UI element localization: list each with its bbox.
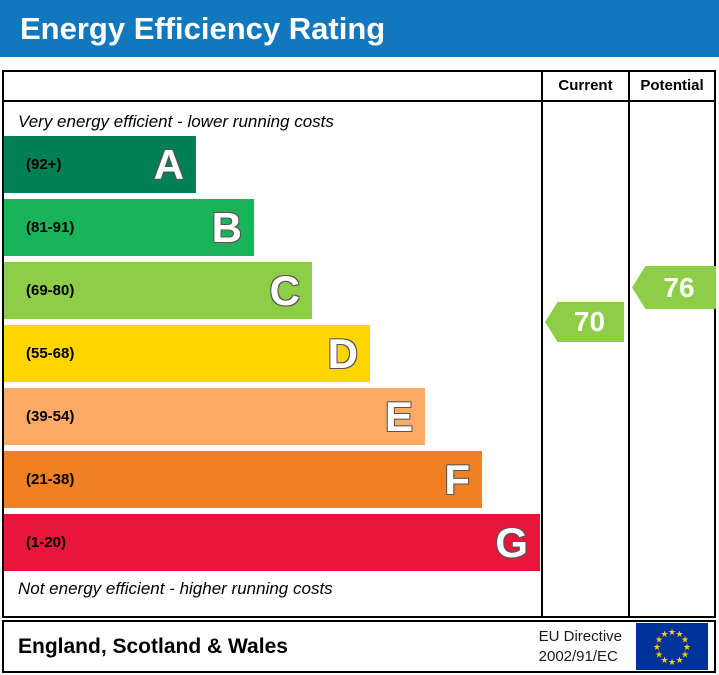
footer-directive-block: EU Directive 2002/91/EC ★ ★ ★ ★ ★ ★ ★ ★ … xyxy=(539,623,714,670)
svg-text:★: ★ xyxy=(675,630,683,640)
svg-text:★: ★ xyxy=(681,651,689,661)
chart-header-row xyxy=(4,72,714,102)
top-note: Very energy efficient - lower running co… xyxy=(18,112,334,131)
band-row-e: (39-54) E xyxy=(4,388,541,451)
potential-rating-value: 76 xyxy=(663,271,695,303)
band-bar-a: (92+) A xyxy=(4,136,196,193)
band-letter-f: F xyxy=(444,455,470,503)
band-bar-d: (55-68) D xyxy=(4,325,370,382)
svg-text:★: ★ xyxy=(683,643,691,653)
band-row-g: (1-20) G xyxy=(4,514,541,577)
svg-text:★: ★ xyxy=(653,643,661,653)
band-letter-d: D xyxy=(327,329,358,377)
potential-column-header: Potential xyxy=(640,77,704,94)
potential-rating-indicator: 76 xyxy=(632,266,716,309)
band-letter-g: G xyxy=(495,518,528,566)
eu-directive-line2: 2002/91/EC xyxy=(538,647,618,665)
current-column-header: Current xyxy=(558,77,613,94)
band-bar-g: (1-20) G xyxy=(4,514,540,571)
band-bar-e: (39-54) E xyxy=(4,388,425,445)
band-range-g: (1-20) xyxy=(26,534,67,551)
energy-rating-chart: Current Potential Very energy efficient … xyxy=(2,70,716,618)
band-row-b: (81-91) B xyxy=(4,199,541,262)
band-row-a: (92+) A xyxy=(4,136,541,199)
svg-text:★: ★ xyxy=(655,651,663,661)
current-rating-indicator: 70 xyxy=(545,302,624,342)
svg-text:★: ★ xyxy=(655,636,663,646)
eu-flag-icon: ★ ★ ★ ★ ★ ★ ★ ★ ★ ★ ★ ★ xyxy=(636,623,708,670)
svg-text:★: ★ xyxy=(681,636,689,646)
eu-directive-line1: EU Directive xyxy=(538,628,622,645)
eu-directive-text: EU Directive 2002/91/EC xyxy=(539,627,622,666)
footer-region-label: England, Scotland & Wales xyxy=(18,634,288,658)
band-bar-f: (21-38) F xyxy=(4,451,482,508)
band-letter-c: C xyxy=(269,266,300,314)
band-letter-b: B xyxy=(211,203,242,251)
band-range-e: (39-54) xyxy=(26,408,75,425)
page-title: Energy Efficiency Rating xyxy=(0,0,719,57)
band-bar-b: (81-91) B xyxy=(4,199,254,256)
bottom-note: Not energy efficient - higher running co… xyxy=(18,579,333,598)
page-title-text: Energy Efficiency Rating xyxy=(20,11,386,46)
rating-bands: (92+) A (81-91) B (69-80) C (55-68) xyxy=(4,136,541,577)
band-range-d: (55-68) xyxy=(26,345,75,362)
svg-text:★: ★ xyxy=(660,656,668,666)
band-range-b: (81-91) xyxy=(26,219,75,236)
svg-text:★: ★ xyxy=(660,630,668,640)
svg-text:★: ★ xyxy=(668,628,676,638)
band-letter-a: A xyxy=(153,140,184,188)
potential-column-divider xyxy=(628,72,630,616)
band-row-d: (55-68) D xyxy=(4,325,541,388)
band-range-c: (69-80) xyxy=(26,282,75,299)
band-bar-c: (69-80) C xyxy=(4,262,312,319)
band-range-f: (21-38) xyxy=(26,471,75,488)
current-column-divider xyxy=(541,72,543,616)
svg-text:★: ★ xyxy=(668,658,676,668)
footer: England, Scotland & Wales EU Directive 2… xyxy=(2,620,716,673)
band-row-f: (21-38) F xyxy=(4,451,541,514)
current-rating-value: 70 xyxy=(573,306,606,337)
svg-text:★: ★ xyxy=(675,656,683,666)
band-row-c: (69-80) C xyxy=(4,262,541,325)
band-range-a: (92+) xyxy=(26,156,62,173)
band-letter-e: E xyxy=(384,392,413,440)
